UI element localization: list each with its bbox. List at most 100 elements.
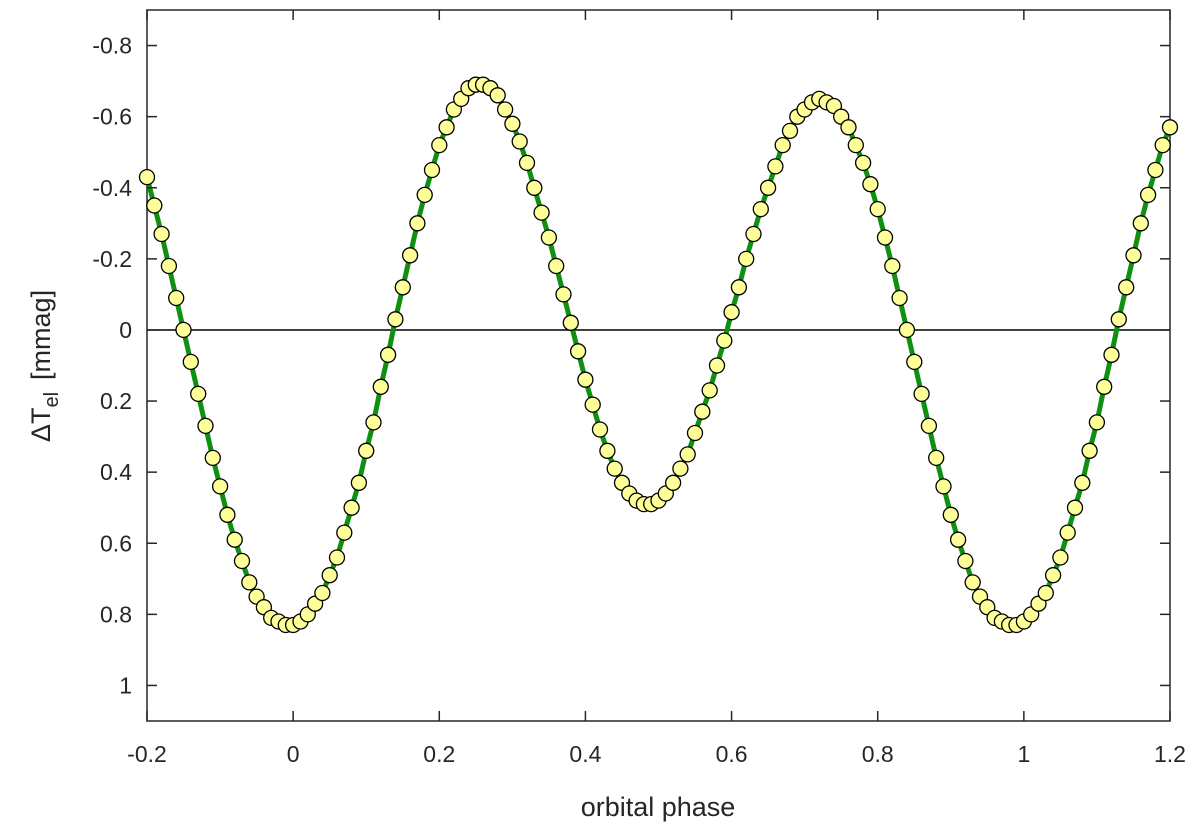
y-tick-label: 0 bbox=[119, 317, 132, 343]
data-point bbox=[723, 304, 740, 321]
data-point bbox=[1044, 567, 1062, 584]
data-point bbox=[672, 460, 689, 477]
data-point bbox=[738, 250, 755, 268]
data-point bbox=[716, 332, 733, 349]
data-point bbox=[854, 154, 872, 172]
data-point bbox=[233, 552, 251, 570]
data-point bbox=[781, 122, 799, 140]
data-point bbox=[1088, 414, 1106, 431]
x-tick-label: 0 bbox=[287, 741, 300, 767]
y-tick-label: -0.4 bbox=[92, 175, 132, 201]
data-point bbox=[920, 417, 938, 435]
data-point bbox=[1103, 346, 1120, 363]
data-point bbox=[1154, 136, 1171, 154]
data-point bbox=[190, 385, 207, 403]
data-point bbox=[168, 289, 185, 307]
x-tick-label: -0.2 bbox=[127, 741, 167, 767]
y-axis-label-prefix: ΔT bbox=[26, 408, 56, 443]
data-point bbox=[526, 179, 543, 196]
data-point bbox=[752, 200, 769, 218]
data-point bbox=[1074, 474, 1091, 491]
data-point bbox=[496, 101, 514, 118]
data-point bbox=[343, 499, 360, 516]
data-point bbox=[957, 552, 974, 570]
y-axis-label-subscript: el bbox=[41, 392, 63, 408]
data-point bbox=[241, 574, 258, 591]
data-point bbox=[226, 531, 243, 548]
data-point bbox=[1125, 247, 1142, 264]
data-point bbox=[160, 257, 178, 275]
data-point bbox=[138, 168, 156, 186]
y-axis-label: ΔTel [mmag] bbox=[26, 290, 63, 442]
data-point bbox=[175, 321, 192, 339]
data-point bbox=[504, 115, 521, 132]
data-point bbox=[562, 314, 579, 331]
data-point bbox=[876, 229, 894, 246]
y-tick-label: -0.2 bbox=[92, 246, 132, 272]
data-point bbox=[935, 478, 952, 495]
data-point bbox=[591, 421, 609, 438]
data-point bbox=[869, 200, 886, 218]
data-point bbox=[555, 286, 572, 303]
data-point bbox=[730, 279, 748, 296]
data-point bbox=[182, 353, 199, 371]
data-point bbox=[599, 442, 616, 459]
data-point bbox=[314, 584, 331, 602]
data-point bbox=[365, 414, 382, 431]
data-point bbox=[847, 136, 864, 154]
data-point bbox=[416, 186, 433, 204]
data-point bbox=[511, 133, 528, 150]
data-point bbox=[1110, 311, 1127, 328]
data-point bbox=[708, 357, 726, 374]
data-point bbox=[409, 215, 426, 232]
y-tick-label: -0.8 bbox=[92, 33, 132, 59]
data-point bbox=[358, 442, 375, 459]
data-point bbox=[1161, 119, 1179, 136]
x-tick-label: 0.6 bbox=[716, 741, 748, 767]
data-point bbox=[679, 446, 696, 463]
data-point bbox=[438, 119, 455, 136]
data-point bbox=[840, 119, 857, 136]
data-point bbox=[548, 257, 565, 275]
data-point bbox=[1066, 499, 1084, 516]
data-point bbox=[1081, 442, 1098, 459]
data-point bbox=[211, 478, 229, 495]
data-point bbox=[328, 549, 346, 566]
data-point bbox=[423, 161, 441, 179]
data-point bbox=[387, 311, 404, 328]
data-point bbox=[767, 158, 784, 175]
data-point bbox=[686, 424, 704, 442]
y-axis-label-unit: [mmag] bbox=[26, 290, 56, 380]
x-tick-label: 0.4 bbox=[569, 741, 601, 767]
data-point bbox=[1059, 524, 1076, 541]
data-point bbox=[701, 382, 718, 399]
data-point bbox=[964, 574, 981, 591]
data-point bbox=[197, 417, 214, 435]
data-point bbox=[928, 449, 945, 467]
y-tick-label: 0.8 bbox=[100, 601, 132, 627]
y-tick-label: 0.2 bbox=[100, 388, 132, 414]
data-point bbox=[913, 385, 930, 403]
data-point bbox=[1118, 279, 1135, 296]
data-point bbox=[153, 225, 170, 243]
data-point bbox=[379, 346, 397, 363]
data-point bbox=[372, 378, 389, 395]
data-point bbox=[942, 506, 959, 523]
data-point bbox=[1096, 378, 1113, 395]
data-point bbox=[774, 136, 791, 154]
data-point bbox=[350, 474, 368, 491]
data-point bbox=[401, 247, 419, 264]
data-point bbox=[891, 289, 908, 307]
data-point bbox=[219, 506, 236, 523]
y-tick-label: 1 bbox=[119, 672, 132, 698]
data-point bbox=[569, 343, 587, 360]
data-point bbox=[745, 225, 762, 243]
data-point bbox=[664, 474, 682, 491]
data-point bbox=[336, 524, 353, 541]
data-point bbox=[489, 87, 506, 104]
data-point bbox=[606, 460, 623, 477]
data-point bbox=[577, 371, 594, 388]
data-points-layer bbox=[138, 76, 1179, 634]
data-point bbox=[533, 204, 550, 221]
